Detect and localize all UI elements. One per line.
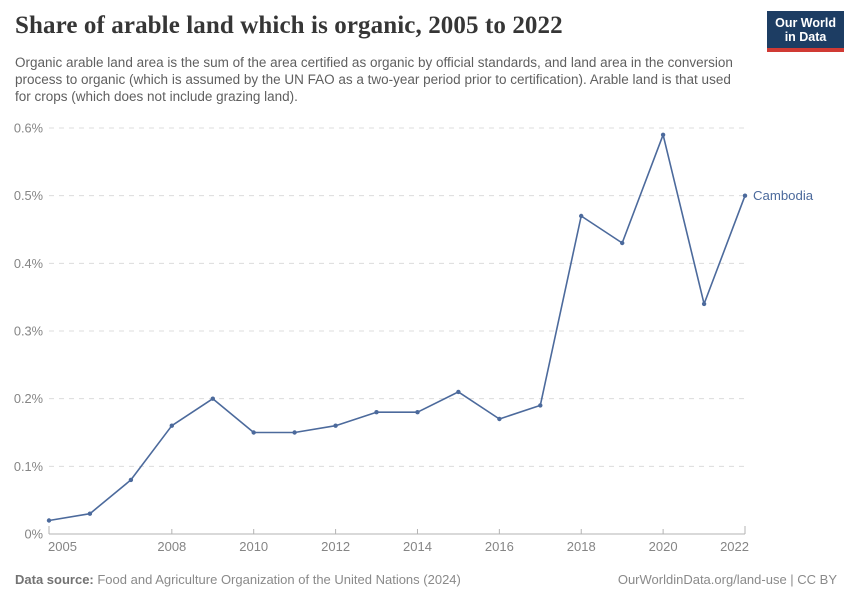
data-point[interactable] <box>333 423 338 428</box>
owid-logo-line1: Our World <box>775 16 836 30</box>
data-point[interactable] <box>210 396 215 401</box>
y-tick-label: 0.5% <box>14 188 43 203</box>
data-point[interactable] <box>701 301 707 307</box>
y-tick-label: 0% <box>25 526 44 541</box>
x-tick-label: 2010 <box>239 539 268 554</box>
x-tick-label: 2008 <box>157 539 186 554</box>
owid-logo-line2: in Data <box>784 30 827 44</box>
chart-subtitle: Organic arable land area is the sum of t… <box>15 55 733 104</box>
data-point[interactable] <box>46 518 52 523</box>
data-point[interactable] <box>742 193 748 198</box>
series-line[interactable] <box>48 134 746 522</box>
data-source-note: Data source: Food and Agriculture Organi… <box>15 572 461 587</box>
license-note[interactable]: OurWorldinData.org/land-use | CC BY <box>617 572 837 587</box>
x-tick-label: 2016 <box>485 539 514 554</box>
data-point[interactable] <box>292 430 297 435</box>
data-point[interactable] <box>251 430 256 435</box>
data-point[interactable] <box>497 416 502 422</box>
data-point[interactable] <box>169 423 174 428</box>
data-point[interactable] <box>87 511 93 516</box>
y-tick-label: 0.6% <box>14 120 43 135</box>
y-tick-label: 0.2% <box>14 391 43 406</box>
y-tick-label: 0.1% <box>14 459 43 474</box>
x-tick-label: 2020 <box>649 539 678 554</box>
x-tick-label: 2014 <box>403 539 432 554</box>
data-source-text: Food and Agriculture Organization of the… <box>93 572 461 587</box>
data-point[interactable] <box>374 410 379 415</box>
data-point[interactable] <box>660 132 666 137</box>
owid-logo[interactable]: Our World in Data <box>767 11 844 52</box>
data-point[interactable] <box>538 403 543 408</box>
data-point[interactable] <box>415 410 420 415</box>
x-tick-label: 2022 <box>720 539 749 554</box>
data-point[interactable] <box>456 389 461 395</box>
x-tick-label: 2018 <box>567 539 596 554</box>
series-label[interactable]: Cambodia <box>753 188 814 203</box>
data-point[interactable] <box>128 477 134 483</box>
series-cambodia[interactable]: Cambodia <box>46 132 814 523</box>
y-tick-label: 0.4% <box>14 256 43 271</box>
x-tick-label: 2012 <box>321 539 350 554</box>
y-tick-label: 0.3% <box>14 323 43 338</box>
data-point[interactable] <box>620 240 625 246</box>
x-tick-label: 2005 <box>48 539 77 554</box>
chart-footer: Data source: Food and Agriculture Organi… <box>15 572 837 587</box>
data-source-label: Data source: <box>15 572 94 587</box>
data-point[interactable] <box>579 213 584 219</box>
page-title: Share of arable land which is organic, 2… <box>15 12 563 39</box>
